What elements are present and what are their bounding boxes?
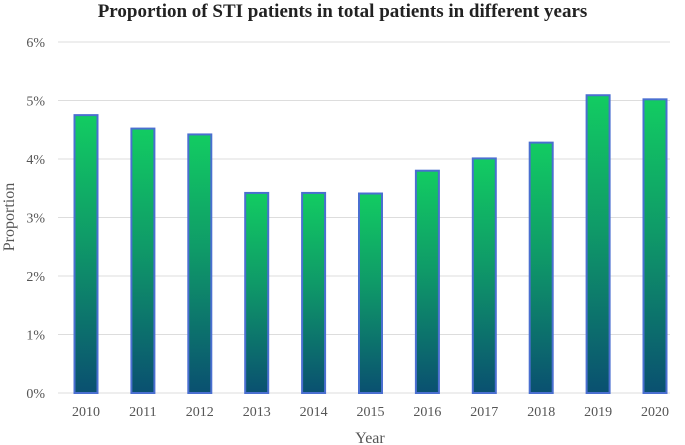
bar-2019 xyxy=(585,94,611,395)
x-tick-label: 2010 xyxy=(72,405,100,420)
y-axis-label: Proportion xyxy=(1,183,18,251)
bar-2012 xyxy=(187,133,213,394)
y-tick-label: 6% xyxy=(26,36,45,51)
chart-title: Proportion of STI patients in total pati… xyxy=(97,1,588,22)
y-tick-label: 0% xyxy=(26,387,45,402)
x-tick-label: 2011 xyxy=(129,405,156,420)
x-tick-label: 2013 xyxy=(243,405,271,420)
y-tick-label: 5% xyxy=(26,95,45,110)
x-tick-label: 2020 xyxy=(641,405,669,420)
x-tick-label: 2015 xyxy=(357,405,385,420)
bar-2010 xyxy=(73,114,99,394)
bar-2011 xyxy=(130,127,156,395)
x-tick-label: 2016 xyxy=(413,405,441,420)
bar-2015 xyxy=(358,192,383,394)
x-tick-label: 2017 xyxy=(470,405,498,420)
bar-2018 xyxy=(528,141,554,394)
y-tick-label: 3% xyxy=(26,212,45,227)
x-tick-label: 2014 xyxy=(300,405,328,420)
x-axis-label: Year xyxy=(355,430,385,445)
bar-2014 xyxy=(301,191,327,394)
y-tick-label: 1% xyxy=(26,329,45,344)
bar-2016 xyxy=(414,169,440,394)
bar-2017 xyxy=(471,157,497,394)
x-tick-label: 2019 xyxy=(584,405,612,420)
bar-2020 xyxy=(642,98,668,395)
x-tick-label: 2018 xyxy=(527,405,555,420)
bar-2013 xyxy=(244,191,270,394)
y-tick-label: 2% xyxy=(26,270,45,285)
x-tick-label: 2012 xyxy=(186,405,214,420)
y-tick-label: 4% xyxy=(26,153,45,168)
